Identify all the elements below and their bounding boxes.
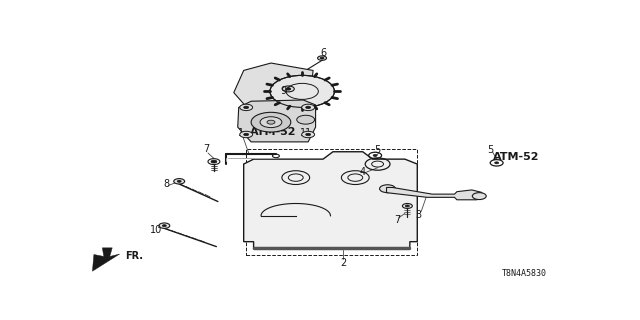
Text: FR.: FR. bbox=[125, 252, 143, 261]
Circle shape bbox=[306, 133, 310, 136]
Circle shape bbox=[301, 104, 315, 111]
Circle shape bbox=[177, 180, 181, 182]
Text: 5: 5 bbox=[374, 145, 381, 155]
Circle shape bbox=[317, 56, 326, 60]
Polygon shape bbox=[244, 152, 417, 249]
Polygon shape bbox=[387, 188, 482, 200]
Polygon shape bbox=[237, 100, 316, 142]
Text: 9: 9 bbox=[280, 86, 287, 96]
Text: ATM-52: ATM-52 bbox=[493, 152, 540, 162]
Text: 11: 11 bbox=[300, 128, 312, 138]
Text: 5: 5 bbox=[488, 145, 494, 155]
Circle shape bbox=[403, 204, 412, 208]
Circle shape bbox=[240, 104, 253, 111]
Circle shape bbox=[495, 162, 499, 164]
Circle shape bbox=[405, 205, 410, 207]
Text: 2: 2 bbox=[340, 258, 346, 268]
Circle shape bbox=[211, 160, 217, 163]
Circle shape bbox=[320, 57, 324, 59]
Circle shape bbox=[373, 155, 377, 156]
Circle shape bbox=[472, 193, 486, 200]
Circle shape bbox=[380, 185, 396, 193]
Circle shape bbox=[173, 179, 185, 184]
Text: 4: 4 bbox=[360, 167, 366, 177]
Circle shape bbox=[270, 75, 335, 108]
Circle shape bbox=[297, 115, 315, 124]
Text: 7: 7 bbox=[204, 144, 210, 154]
Text: 3: 3 bbox=[416, 210, 422, 220]
Text: T8N4A5830: T8N4A5830 bbox=[501, 269, 547, 278]
Circle shape bbox=[282, 86, 294, 92]
Circle shape bbox=[244, 106, 248, 108]
Circle shape bbox=[251, 112, 291, 132]
Circle shape bbox=[260, 117, 282, 128]
Circle shape bbox=[240, 131, 253, 138]
Text: 1: 1 bbox=[238, 128, 244, 138]
Polygon shape bbox=[92, 248, 120, 271]
Text: 7: 7 bbox=[394, 215, 401, 225]
Text: 6: 6 bbox=[320, 48, 326, 58]
Text: ATM-52: ATM-52 bbox=[250, 127, 297, 137]
Circle shape bbox=[286, 88, 291, 90]
Circle shape bbox=[306, 106, 310, 108]
Circle shape bbox=[163, 225, 166, 227]
Circle shape bbox=[159, 223, 170, 228]
Text: 10: 10 bbox=[150, 225, 162, 235]
Circle shape bbox=[244, 133, 248, 136]
Text: 8: 8 bbox=[164, 179, 170, 189]
Circle shape bbox=[301, 131, 315, 138]
Polygon shape bbox=[234, 63, 313, 117]
Circle shape bbox=[267, 120, 275, 124]
